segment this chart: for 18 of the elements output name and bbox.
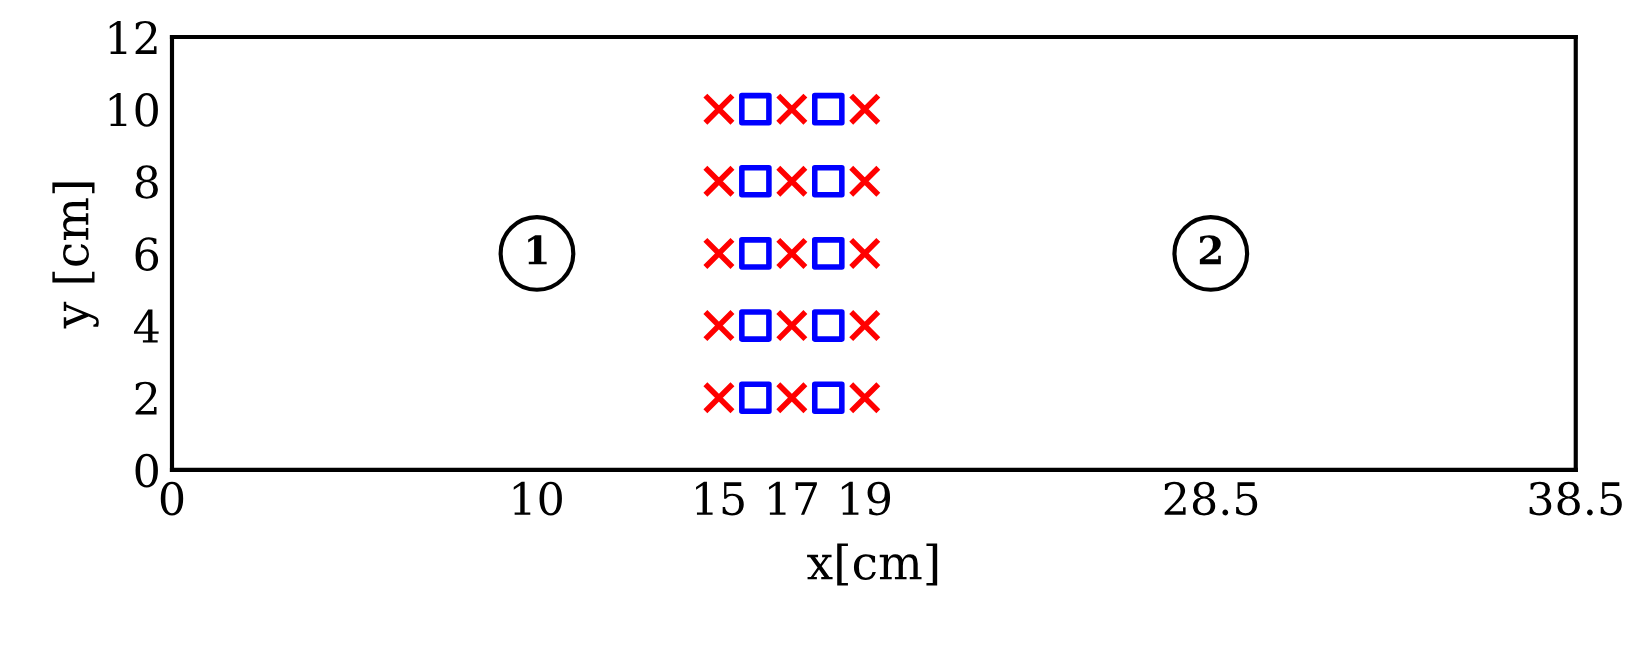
y-tick-label: 4 xyxy=(133,309,159,343)
x-tick-label: 10 xyxy=(513,481,562,516)
y-tick-label: 8 xyxy=(135,165,158,199)
x-tick-label: 38.5 xyxy=(1529,481,1622,516)
y-tick-label: 0 xyxy=(135,453,158,488)
annotation: 1 xyxy=(528,235,547,265)
annotation: 2 xyxy=(1199,235,1221,265)
x-tick-label: 0 xyxy=(160,481,184,516)
y-tick-label: 10 xyxy=(109,93,158,127)
y-tick-label: 12 xyxy=(109,20,157,54)
x-tick-label: 28.5 xyxy=(1164,481,1258,516)
x-tick-label: 17 xyxy=(768,481,817,515)
y-tick-label: 6 xyxy=(135,237,159,271)
x-tick-label: 15 xyxy=(696,481,744,516)
x-tick-label: 19 xyxy=(841,481,891,516)
y-axis-title: y [cm] xyxy=(52,182,99,329)
x-axis-title: x[cm] xyxy=(807,543,938,586)
y-tick-label: 2 xyxy=(135,381,157,415)
